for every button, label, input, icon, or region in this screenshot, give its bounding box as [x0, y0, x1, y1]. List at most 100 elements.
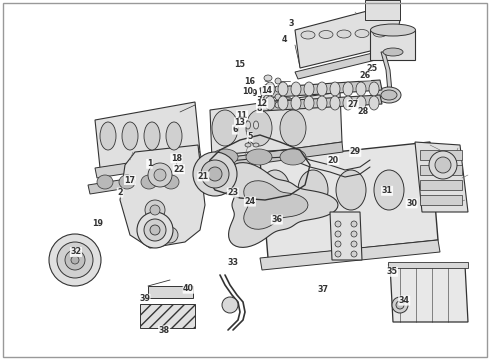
- Polygon shape: [95, 102, 200, 168]
- Circle shape: [275, 86, 281, 92]
- Bar: [140, 304, 195, 328]
- Circle shape: [351, 251, 357, 257]
- Text: 16: 16: [245, 77, 255, 86]
- Text: 23: 23: [227, 188, 238, 197]
- Ellipse shape: [245, 143, 251, 147]
- Ellipse shape: [304, 96, 314, 110]
- Ellipse shape: [343, 82, 353, 96]
- Ellipse shape: [317, 82, 327, 96]
- Ellipse shape: [245, 121, 250, 129]
- Ellipse shape: [253, 121, 259, 129]
- Polygon shape: [330, 212, 362, 260]
- Text: 33: 33: [227, 258, 238, 267]
- Polygon shape: [260, 240, 440, 270]
- Circle shape: [222, 297, 238, 313]
- Circle shape: [144, 219, 166, 241]
- Ellipse shape: [280, 149, 306, 165]
- Ellipse shape: [278, 82, 288, 96]
- Circle shape: [275, 102, 281, 108]
- Circle shape: [275, 94, 281, 100]
- Circle shape: [208, 167, 222, 181]
- Text: 35: 35: [387, 267, 397, 276]
- Circle shape: [148, 163, 172, 187]
- Text: 27: 27: [347, 100, 358, 109]
- Ellipse shape: [319, 31, 333, 39]
- Bar: [420, 165, 462, 175]
- Circle shape: [392, 297, 408, 313]
- Circle shape: [351, 221, 357, 227]
- Text: 8: 8: [257, 104, 263, 113]
- Ellipse shape: [212, 110, 238, 146]
- Text: 18: 18: [171, 154, 182, 163]
- Polygon shape: [295, 5, 400, 68]
- Ellipse shape: [122, 122, 138, 150]
- Polygon shape: [120, 145, 205, 248]
- Polygon shape: [295, 48, 396, 79]
- Text: 10: 10: [242, 87, 253, 96]
- Polygon shape: [228, 163, 338, 247]
- Ellipse shape: [163, 175, 179, 189]
- Bar: [420, 195, 462, 205]
- Circle shape: [396, 301, 404, 309]
- Ellipse shape: [144, 122, 160, 150]
- Text: 7: 7: [257, 96, 263, 105]
- Text: 3: 3: [289, 19, 294, 28]
- Circle shape: [65, 250, 85, 270]
- Ellipse shape: [370, 24, 416, 36]
- Text: 20: 20: [328, 156, 339, 165]
- Text: 15: 15: [235, 60, 245, 69]
- Text: 28: 28: [357, 107, 368, 116]
- Circle shape: [335, 231, 341, 237]
- Text: 2: 2: [117, 188, 123, 197]
- Ellipse shape: [212, 149, 238, 165]
- Text: 29: 29: [350, 148, 361, 157]
- Text: 36: 36: [271, 215, 282, 224]
- Polygon shape: [88, 168, 198, 194]
- Ellipse shape: [374, 170, 404, 210]
- Text: 1: 1: [147, 159, 152, 168]
- Text: 34: 34: [399, 296, 410, 305]
- Text: 39: 39: [139, 294, 150, 303]
- Text: 24: 24: [245, 197, 255, 206]
- Ellipse shape: [343, 96, 353, 110]
- Text: 32: 32: [71, 248, 81, 256]
- Circle shape: [351, 231, 357, 237]
- Polygon shape: [390, 265, 468, 322]
- Ellipse shape: [265, 82, 275, 96]
- Ellipse shape: [246, 110, 272, 146]
- Polygon shape: [381, 52, 392, 92]
- Ellipse shape: [253, 143, 259, 147]
- Polygon shape: [370, 30, 415, 60]
- Ellipse shape: [373, 29, 387, 37]
- Ellipse shape: [141, 175, 157, 189]
- Circle shape: [57, 242, 93, 278]
- Ellipse shape: [166, 122, 182, 150]
- Text: 19: 19: [93, 219, 103, 228]
- Text: 37: 37: [318, 285, 329, 294]
- Polygon shape: [260, 95, 382, 111]
- Ellipse shape: [260, 170, 290, 210]
- Ellipse shape: [356, 96, 366, 110]
- Circle shape: [162, 227, 178, 243]
- Text: 9: 9: [252, 89, 258, 98]
- Ellipse shape: [383, 48, 403, 56]
- Ellipse shape: [119, 175, 135, 189]
- Ellipse shape: [298, 170, 328, 210]
- Ellipse shape: [330, 96, 340, 110]
- Polygon shape: [260, 80, 382, 98]
- Circle shape: [193, 152, 237, 196]
- Ellipse shape: [336, 170, 366, 210]
- Circle shape: [150, 225, 160, 235]
- Circle shape: [435, 157, 451, 173]
- Ellipse shape: [264, 85, 272, 91]
- Ellipse shape: [246, 149, 272, 165]
- Circle shape: [351, 241, 357, 247]
- Text: 26: 26: [360, 71, 370, 80]
- Text: 6: 6: [232, 125, 238, 134]
- Text: 21: 21: [198, 172, 209, 181]
- Text: 11: 11: [237, 111, 247, 120]
- Circle shape: [335, 241, 341, 247]
- Circle shape: [145, 200, 165, 220]
- Ellipse shape: [280, 110, 306, 146]
- Polygon shape: [415, 142, 468, 212]
